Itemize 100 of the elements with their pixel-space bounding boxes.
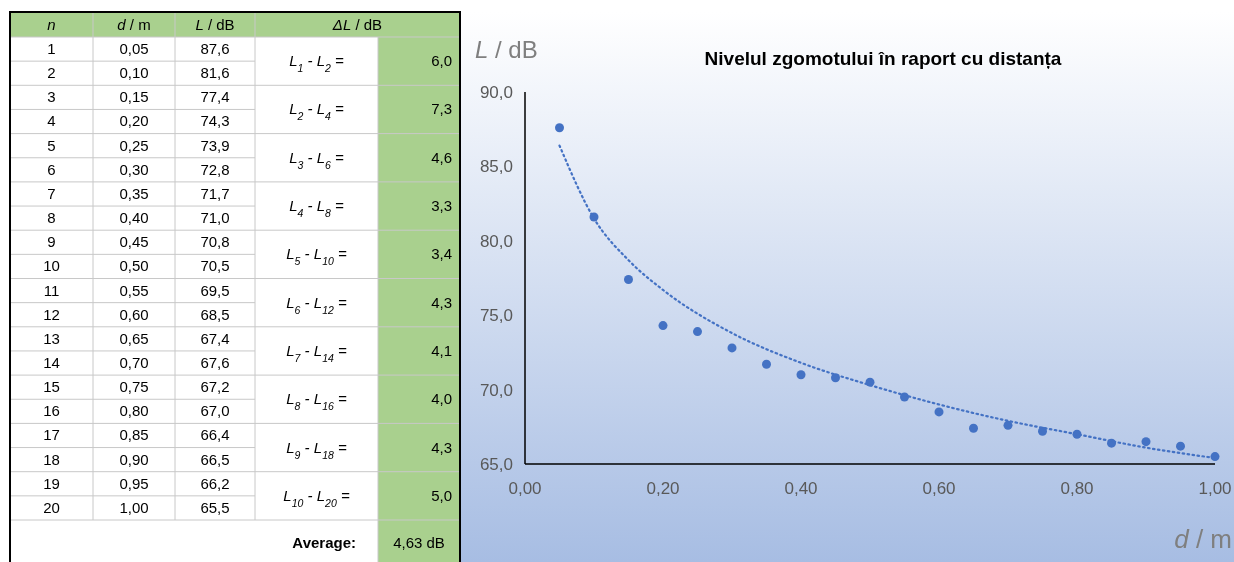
text: 3,4 — [431, 245, 452, 263]
text: 4,3 — [431, 438, 452, 456]
text: 4,63 dB — [393, 534, 445, 551]
text: 77,4 — [200, 88, 230, 106]
point — [1141, 437, 1151, 447]
text: 16 — [43, 402, 60, 420]
text: 87,6 — [200, 40, 230, 57]
text: 4,0 — [431, 390, 452, 408]
text: 67,4 — [200, 329, 230, 347]
text: 67,0 — [200, 402, 230, 420]
text: 0,40 — [119, 209, 149, 227]
x-tick-label: 0,60 — [922, 479, 956, 498]
text: 0,15 — [119, 88, 149, 106]
point — [1003, 420, 1013, 430]
text: 0,65 — [119, 329, 149, 347]
text: 6 — [47, 160, 56, 178]
text: 19 — [43, 474, 60, 492]
text: L / dB — [195, 16, 235, 33]
text: L$_{6}$ - L$_{12}$ = — [286, 293, 347, 316]
point — [969, 423, 978, 433]
chart-title: Nivelul zgomotului în raport cu distanța — [704, 48, 1062, 69]
text: 9 — [47, 233, 56, 251]
text: 67,6 — [200, 353, 230, 371]
point — [796, 370, 806, 380]
x-tick-label: 0,20 — [646, 479, 680, 498]
text: 7,3 — [431, 100, 452, 118]
text: 0,10 — [119, 64, 149, 82]
text: L$_{2}$ - L$_{4}$ = — [289, 100, 345, 123]
text: 0,50 — [119, 257, 149, 275]
y-tick-label: 75,0 — [479, 306, 513, 326]
text: 74,3 — [200, 112, 230, 130]
text: L$_{10}$ - L$_{20}$ = — [283, 486, 350, 509]
text: 72,8 — [200, 160, 230, 178]
text: 68,5 — [200, 305, 230, 323]
text: 8 — [47, 209, 56, 227]
text: 81,6 — [200, 64, 230, 82]
y-tick-label: 65,0 — [479, 454, 513, 474]
point — [727, 343, 737, 353]
text: 3 — [47, 88, 56, 106]
text: 18 — [43, 450, 60, 468]
text: 20 — [43, 498, 60, 516]
text: L$_{4}$ - L$_{8}$ = — [289, 197, 345, 220]
text: L$_{1}$ - L$_{2}$ = — [289, 52, 345, 75]
y-tick-label: 85,0 — [479, 157, 513, 177]
point — [1176, 441, 1185, 451]
point — [555, 123, 564, 133]
text: 0,70 — [119, 353, 149, 371]
text: Average: — [292, 534, 356, 551]
text: 0,60 — [119, 305, 149, 323]
y-tick-label: 90,0 — [479, 82, 513, 102]
text: 5 — [47, 136, 56, 154]
point — [693, 327, 702, 337]
text: 70,5 — [200, 257, 230, 275]
text: L$_{5}$ - L$_{10}$ = — [286, 245, 347, 268]
text: 73,9 — [200, 136, 230, 154]
text: 0,90 — [119, 450, 149, 468]
text: 0,25 — [119, 136, 149, 154]
text: 4,6 — [431, 148, 452, 166]
text: 70,8 — [200, 233, 230, 251]
text: 14 — [43, 353, 60, 371]
point — [658, 321, 668, 331]
text: 1 — [47, 40, 56, 57]
text: 0,75 — [119, 378, 149, 396]
text: 0,95 — [119, 474, 149, 492]
text: 4,3 — [431, 293, 452, 311]
text: 10 — [43, 257, 60, 275]
x-axis-title: d / m — [1174, 524, 1232, 554]
text: 7 — [47, 184, 56, 202]
point — [1038, 426, 1047, 436]
text: L$_{8}$ - L$_{16}$ = — [286, 390, 347, 413]
x-tick-label: 1,00 — [1198, 479, 1232, 498]
text: 17 — [43, 426, 60, 444]
text: 6,0 — [431, 52, 452, 70]
point — [762, 359, 771, 369]
text: n — [47, 16, 56, 33]
text: 65,5 — [200, 498, 230, 516]
text: 69,5 — [200, 281, 230, 299]
text: 4,1 — [431, 341, 452, 359]
text: 0,85 — [119, 426, 149, 444]
text: L$_{3}$ - L$_{6}$ = — [289, 148, 345, 171]
text: 2 — [47, 64, 56, 82]
y-tick-label: 70,0 — [479, 380, 513, 400]
text: 0,30 — [119, 160, 149, 178]
text: 0,45 — [119, 233, 149, 251]
text: 0,05 — [119, 40, 149, 57]
point — [624, 274, 633, 284]
text: 0,20 — [119, 112, 149, 130]
text: 66,4 — [200, 426, 230, 444]
text: 1,00 — [119, 498, 149, 516]
text: 11 — [43, 281, 60, 299]
x-tick-label: 0,00 — [508, 479, 542, 498]
text: 3,3 — [431, 197, 452, 215]
point — [934, 407, 944, 417]
text: 5,0 — [431, 486, 452, 504]
text: 66,2 — [200, 474, 230, 492]
text: ΔL / dB — [331, 16, 383, 33]
text: 67,2 — [200, 378, 230, 396]
text: d / m — [117, 16, 151, 33]
text: 0,80 — [119, 402, 149, 420]
text: 12 — [43, 305, 60, 323]
